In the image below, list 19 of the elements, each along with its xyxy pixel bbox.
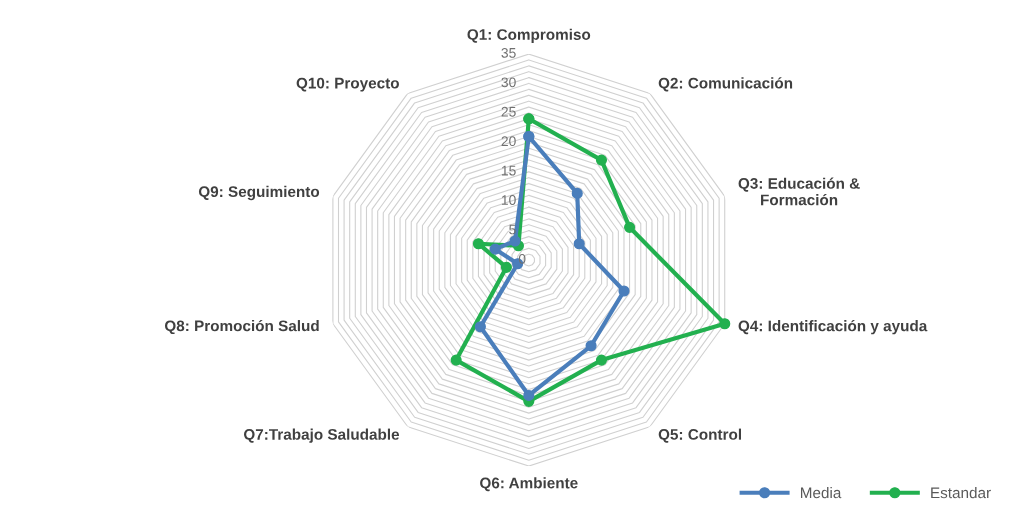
y-tick-label: 15 [501,165,516,176]
spoke-label: Q2: Comunicación [658,77,793,92]
spoke-label: Q1: Compromiso [467,28,591,43]
spoke-label: Q10: Proyecto [296,77,399,92]
y-tick-label: 20 [501,136,516,147]
spoke-label: Q9: Seguimiento [198,185,320,201]
spoke-label: Q4: Identificación y ayuda [738,319,928,335]
spoke-label: Q8: Promoción Salud [164,319,319,335]
spoke-label: Q5: Control [658,428,741,443]
spoke-label: Q6: Ambiente [480,477,578,492]
y-tick-label: 30 [501,77,516,88]
y-tick-label: 35 [501,47,516,58]
spoke-label: Q3: Educación & Formación [738,177,860,206]
y-tick-label: 25 [501,106,516,117]
y-tick-label: 10 [501,195,516,205]
y-tick-label: 0 [518,253,526,264]
legend-label: Media [800,487,842,499]
legend-label: Estandar [931,487,991,499]
spoke-label: Q7:Trabajo Saludable [243,428,400,443]
